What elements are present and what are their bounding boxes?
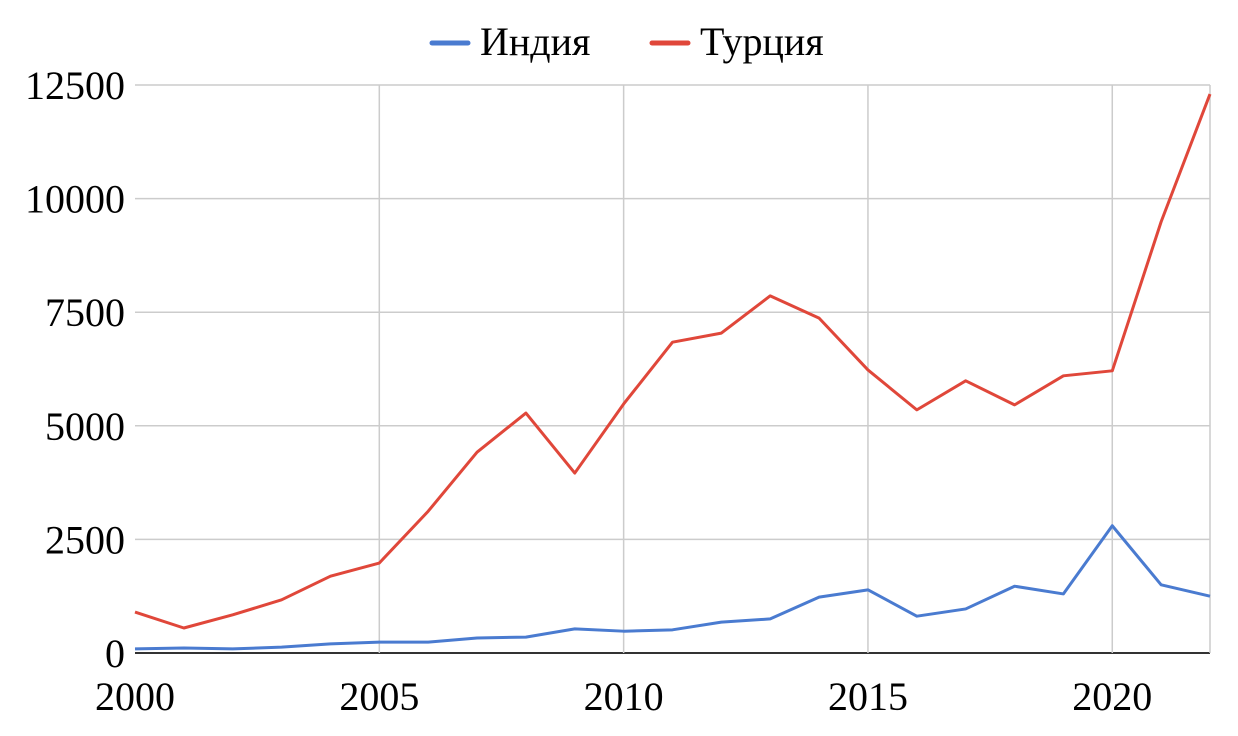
x-tick-label: 2015 — [828, 674, 908, 719]
y-axis-ticks: 0 2500 5000 7500 10000 12500 — [25, 63, 125, 676]
legend-label: Турция — [700, 19, 824, 64]
y-tick-label: 12500 — [25, 63, 125, 108]
x-tick-label: 2010 — [584, 674, 664, 719]
series-lines — [134, 93, 1212, 651]
legend-label: Индия — [480, 19, 590, 64]
x-tick-label: 2000 — [95, 674, 175, 719]
x-tick-label: 2020 — [1072, 674, 1152, 719]
series-line-0 — [134, 524, 1211, 651]
x-axis-ticks: 2000 2005 2010 2015 2020 — [95, 674, 1152, 719]
series-line-1 — [134, 93, 1212, 630]
y-tick-label: 7500 — [45, 290, 125, 335]
legend: Индия Турция — [429, 19, 824, 64]
y-tick-label: 5000 — [45, 404, 125, 449]
x-tick-label: 2005 — [339, 674, 419, 719]
y-tick-label: 2500 — [45, 517, 125, 562]
grid — [135, 84, 1211, 654]
y-tick-label: 0 — [105, 631, 125, 676]
y-tick-label: 10000 — [25, 177, 125, 222]
